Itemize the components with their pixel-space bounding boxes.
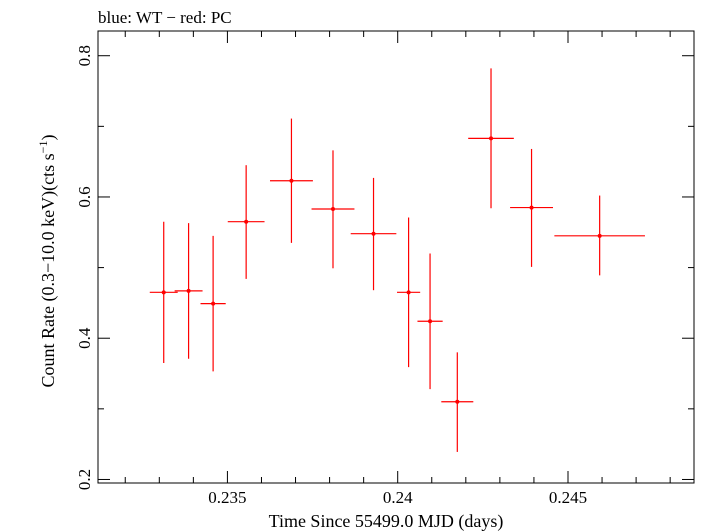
x-tick-label: 0.235 (208, 488, 246, 507)
data-marker (211, 301, 216, 306)
tick-labels: 0.235 0.24 0.245 0.2 0.4 0.6 0.8 (75, 45, 587, 507)
y-tick-label: 0.8 (75, 45, 94, 66)
data-point (554, 195, 645, 276)
data-marker (406, 290, 411, 295)
y-tick-label: 0.6 (75, 186, 94, 207)
plot-border (97, 30, 695, 484)
y-axis-label-close: ) (38, 135, 59, 141)
x-tick-label: 0.245 (549, 488, 587, 507)
axis-ticks (98, 31, 694, 483)
data-point (149, 221, 178, 363)
data-marker (289, 178, 294, 183)
data-point (397, 217, 421, 368)
data-point (311, 150, 355, 269)
data-marker (161, 290, 166, 295)
y-axis-label-main: Count Rate (0.3−10.0 keV)(cts s (38, 153, 59, 387)
y-axis-label-exponent: −1 (36, 141, 50, 154)
data-point (269, 118, 313, 243)
y-tick-label: 0.2 (75, 469, 94, 490)
data-marker (455, 399, 460, 404)
data-marker (186, 288, 191, 293)
data-point (510, 148, 554, 267)
data-marker (489, 136, 494, 141)
data-point (227, 165, 265, 279)
data-point (350, 177, 397, 291)
data-marker (428, 319, 433, 324)
data-point (417, 253, 443, 390)
data-marker (330, 206, 335, 211)
x-tick-label: 0.24 (383, 488, 413, 507)
data-marker (244, 219, 249, 224)
data-marker (371, 231, 376, 236)
data-marker (597, 233, 602, 238)
data-point (468, 68, 514, 209)
data-point (441, 352, 474, 452)
plot-frame (97, 30, 695, 484)
data-point (174, 223, 203, 359)
data-series (149, 68, 645, 452)
data-point (200, 235, 226, 372)
x-axis-label: Time Since 55499.0 MJD (days) (269, 511, 504, 532)
data-marker (529, 205, 534, 210)
y-axis-label: Count Rate (0.3−10.0 keV)(cts s−1) (36, 135, 59, 388)
chart-title: blue: WT − red: PC (98, 8, 232, 27)
y-tick-label: 0.4 (75, 327, 94, 349)
